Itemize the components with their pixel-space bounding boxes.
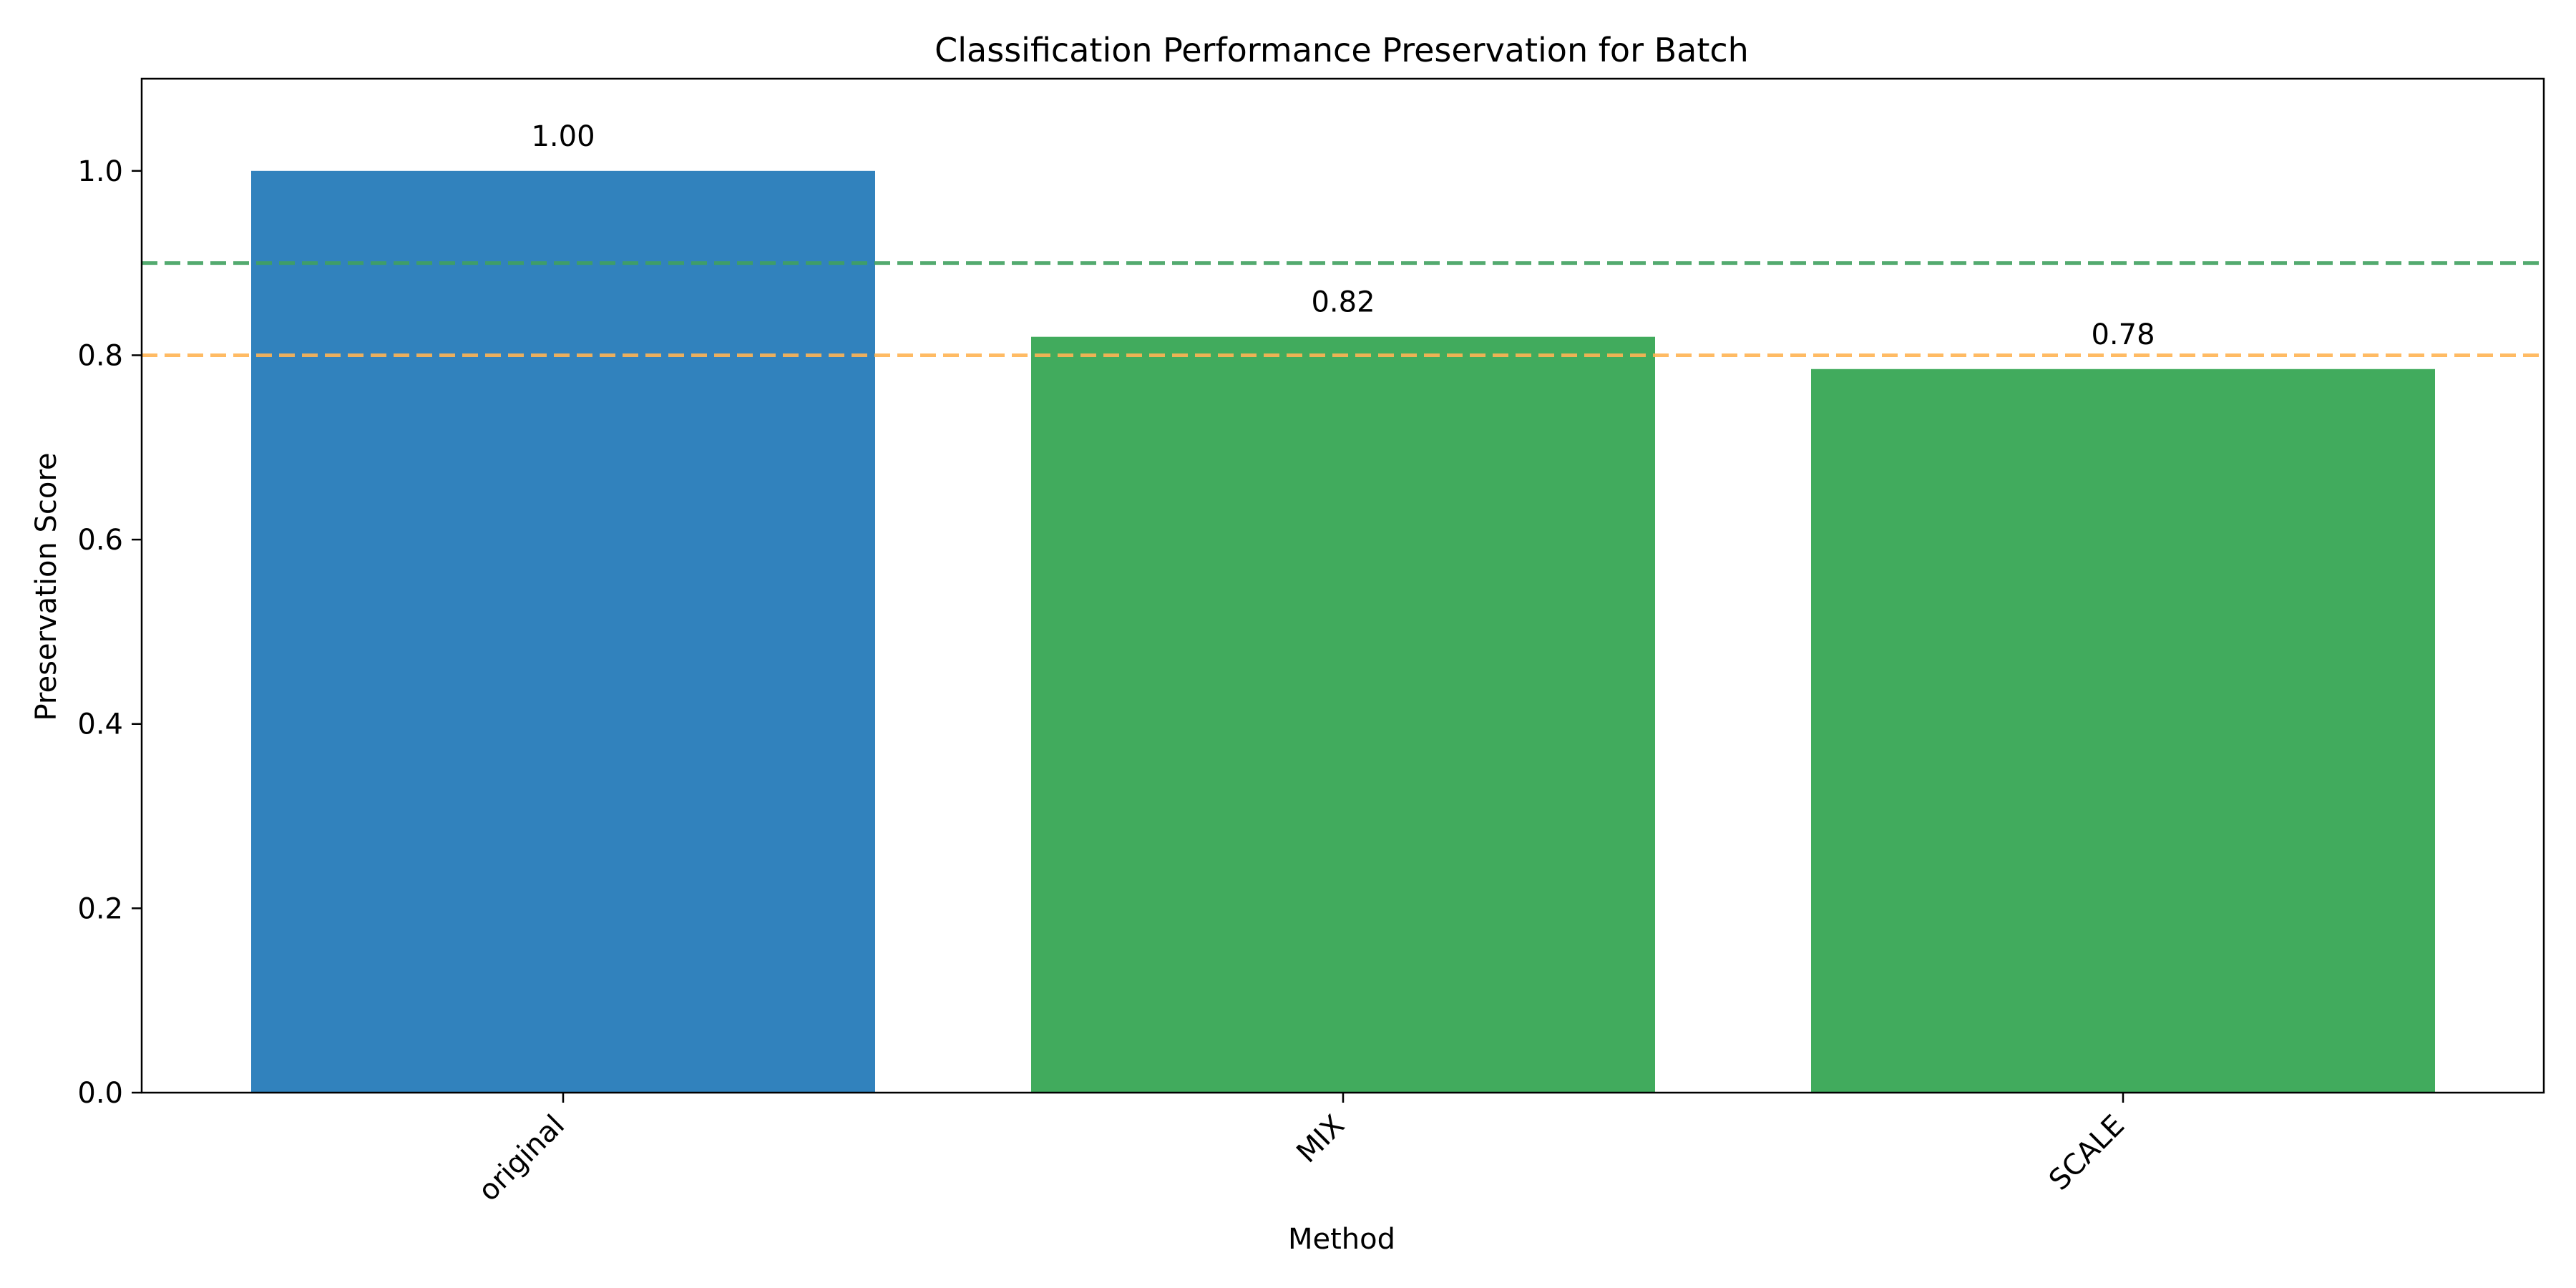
y-tick-label: 0.0 xyxy=(77,1077,123,1110)
bar-mix xyxy=(1031,336,1655,1093)
plot-frame xyxy=(140,77,2545,1094)
x-tick-label: SCALE xyxy=(2043,1109,2131,1197)
bar-value-label: 0.78 xyxy=(2091,318,2155,351)
x-tick-label: MIX xyxy=(1290,1109,1351,1170)
y-tick-label: 1.0 xyxy=(77,155,123,188)
bar-scale xyxy=(1811,369,2435,1093)
y-tick-label: 0.8 xyxy=(77,339,123,372)
y-tick-label: 0.6 xyxy=(77,524,123,557)
x-axis-label: Method xyxy=(1288,1223,1395,1256)
y-tick-label: 0.2 xyxy=(77,892,123,925)
chart-title: Classification Performance Preservation … xyxy=(935,31,1749,69)
bar-original xyxy=(251,170,875,1093)
y-axis-label: Preservation Score xyxy=(30,452,63,721)
y-tick-label: 0.4 xyxy=(77,708,123,741)
bar-value-label: 1.00 xyxy=(531,120,595,153)
plot-area: 1.00 original 0.82 MIX 0.78 SCALE 0.0 0.2 0.4 0.6… xyxy=(77,77,2545,1208)
bar-value-label: 0.82 xyxy=(1311,286,1375,319)
x-tick-label: original xyxy=(472,1109,571,1208)
